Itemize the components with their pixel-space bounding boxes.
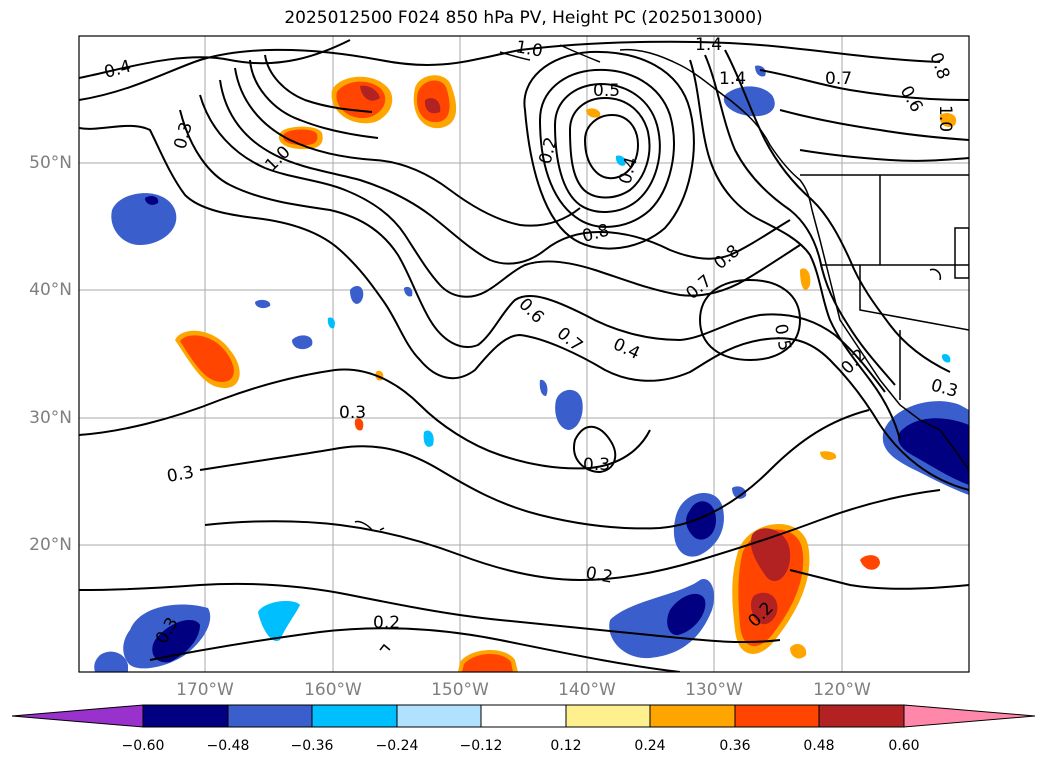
contour-label: 0.3 [929, 376, 960, 402]
contour-label: 0.6 [896, 83, 927, 116]
contour-label: 0.4 [102, 57, 133, 83]
colorbar [11, 704, 1036, 728]
contour-label: 0.2 [373, 613, 400, 633]
colorbar-tick-label: −0.12 [459, 738, 503, 754]
colorbar-tick-label: 0.24 [634, 738, 666, 754]
colorbar-extend-min [11, 704, 144, 728]
contour-label: 1.0 [514, 37, 544, 61]
contour-label: 0.7 [682, 271, 716, 304]
contour-label: 0.3 [165, 463, 195, 487]
lat-label: 40°N [29, 280, 72, 300]
map-title: 2025012500 F024 850 hPa PV, Height PC (2… [284, 8, 763, 28]
contour-labels: 0.4 1.0 0.5 1.0 1.4 1.4 0.7 0.6 0.8 1.0 … [102, 35, 960, 648]
contour-label: 0.7 [825, 69, 852, 89]
lon-label: 130°W [685, 680, 743, 700]
colorbar-tick-label: 0.12 [550, 738, 582, 754]
lon-label: 120°W [813, 680, 871, 700]
contour-label: 1.4 [695, 35, 722, 55]
contour-label: 0.3 [583, 455, 610, 475]
colorbar-tick-label: 0.48 [803, 738, 835, 754]
colorbar-tick-label: 0.36 [719, 738, 751, 754]
contour-label: 0.8 [925, 50, 953, 82]
colorbar-tick-label: −0.48 [206, 738, 250, 754]
contour-label: 0.2 [584, 563, 614, 587]
contour-label: 0.8 [580, 221, 611, 247]
contour-label: 0.3 [339, 403, 366, 423]
colorbar-tick-label: −0.60 [121, 738, 165, 754]
lon-label: 150°W [431, 680, 489, 700]
contour-label: 1.4 [719, 69, 746, 89]
lat-label: 20°N [29, 535, 72, 555]
lon-label: 140°W [558, 680, 616, 700]
contour-label: 0.4 [610, 334, 643, 364]
colorbar-extend-max [903, 704, 1036, 728]
contour-label: 0.8 [710, 241, 744, 274]
contour-label: 0.5 [770, 322, 794, 352]
colorbar-tick-label: 0.60 [888, 738, 920, 754]
contour-label: 0.7 [553, 324, 587, 357]
contour-label: 0.6 [514, 294, 547, 327]
contour-label: 0.5 [593, 81, 620, 101]
lat-label: 30°N [29, 408, 72, 428]
lon-label: 160°W [304, 680, 362, 700]
lon-label: 170°W [176, 680, 234, 700]
colorbar-tick-label: −0.24 [375, 738, 419, 754]
height-contours [79, 39, 969, 672]
coastlines [354, 44, 969, 651]
graticule [79, 36, 969, 672]
colorbar-tick-label: −0.36 [290, 738, 334, 754]
plot-frame [78, 35, 970, 673]
contour-label: 1.0 [935, 105, 955, 132]
lat-label: 50°N [29, 153, 72, 173]
